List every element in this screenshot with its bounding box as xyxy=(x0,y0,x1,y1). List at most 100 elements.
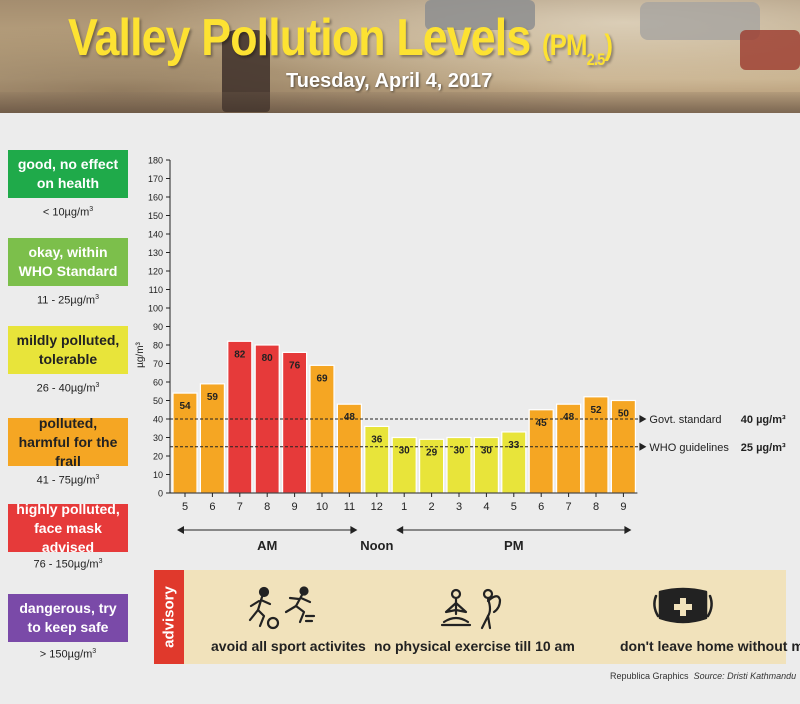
pm-arrow-left xyxy=(396,526,404,534)
bar-value-label: 30 xyxy=(481,446,493,457)
y-tick-label: 70 xyxy=(153,359,163,369)
y-tick-label: 120 xyxy=(148,267,163,277)
y-tick-label: 80 xyxy=(153,341,163,351)
legend-range-sup: 3 xyxy=(89,206,94,213)
title-main: Valley Pollution Levels xyxy=(68,9,531,67)
legend-label: dangerous, try to keep safe xyxy=(19,600,117,635)
x-tick-label: 4 xyxy=(483,501,489,513)
bar-value-label: 80 xyxy=(262,353,274,364)
bar-value-label: 33 xyxy=(508,440,520,451)
mask-icon xyxy=(653,587,713,624)
advisory-label: advisory xyxy=(160,586,178,648)
legend-range: > 150µg/m3 xyxy=(8,648,128,661)
bar-value-label: 30 xyxy=(453,446,465,457)
bar-value-label: 52 xyxy=(590,405,602,416)
legend-range: 76 - 150µg/m3 xyxy=(8,558,128,571)
exercise-icon xyxy=(440,588,502,630)
legend-range: 26 - 40µg/m3 xyxy=(8,382,128,395)
legend-range-text: < 10µg/m xyxy=(42,206,90,219)
legend-label: okay, within WHO Standard xyxy=(18,244,118,279)
y-tick-label: 0 xyxy=(158,489,163,499)
road-strip xyxy=(0,92,800,113)
reference-lines: Govt. standard 40 µg/m³ WHO guidelines 25 µ… xyxy=(170,414,786,454)
bars: 54 59 82 80 76 69 48 36 30 29 30 30 33 45 48 52 50 xyxy=(172,340,637,494)
bar xyxy=(282,351,308,494)
x-tick-label: 6 xyxy=(209,501,215,513)
legend-range-sup: 3 xyxy=(95,474,100,481)
advisory-sport-text: avoid all sport activites xyxy=(211,638,366,654)
bar-value-label: 69 xyxy=(316,373,328,384)
bar xyxy=(309,364,335,494)
x-tick-label: 1 xyxy=(401,501,407,513)
title-pm-subscript: 2.5 xyxy=(586,50,606,69)
x-tick-label: 10 xyxy=(316,501,328,513)
legend-box-high: highly polluted, face mask advised xyxy=(8,501,128,555)
legend-label: polluted, harmful for the frail xyxy=(18,414,118,469)
y-tick-label: 150 xyxy=(148,211,163,221)
bar-value-label: 50 xyxy=(618,409,630,420)
x-tick-label: 6 xyxy=(538,501,544,513)
reference-value-label: 40 µg/m³ xyxy=(741,414,786,426)
legend-range-sup: 3 xyxy=(95,294,99,301)
legend-range-text: 76 - 150µg/m xyxy=(33,558,99,571)
y-tick-label: 140 xyxy=(148,230,163,240)
bar-value-label: 82 xyxy=(234,349,246,360)
advisory-tab: advisory xyxy=(154,570,184,664)
legend-range: 11 - 25µg/m3 xyxy=(8,294,128,307)
y-tick-label: 20 xyxy=(153,452,163,462)
bar xyxy=(172,392,198,494)
x-tick-label: 9 xyxy=(292,501,298,513)
bar xyxy=(199,383,225,494)
legend-range-sup: 3 xyxy=(98,558,103,565)
y-tick-label: 100 xyxy=(148,304,163,314)
am-arrow-left xyxy=(177,526,184,534)
y-tick-label: 30 xyxy=(153,433,163,443)
period-pm-label: PM xyxy=(504,538,524,553)
y-tick-label: 160 xyxy=(148,193,163,203)
advisory-exercise-text: no physical exercise till 10 am xyxy=(374,638,575,654)
date-subtitle: Tuesday, April 4, 2017 xyxy=(286,70,493,92)
bar-value-label: 29 xyxy=(426,447,438,458)
y-tick-label: 40 xyxy=(153,415,163,425)
y-axis: 0 10 20 30 40 50 60 70 80 90 100 110 120 130 140 150 160… xyxy=(135,156,171,499)
legend-range-sup: 3 xyxy=(95,382,100,389)
advisory-mask-text: don't leave home without mask xyxy=(620,638,800,654)
y-tick-label: 60 xyxy=(153,378,163,388)
reference-arrow xyxy=(639,415,647,423)
x-axis: 5 6 7 8 9 10 11 12 1 2 3 4 5 6 7 8 9 xyxy=(170,492,638,513)
x-tick-label: 2 xyxy=(429,501,435,513)
period-am-label: AM xyxy=(257,538,277,553)
bar xyxy=(227,340,253,494)
y-tick-label: 10 xyxy=(153,470,163,480)
reference-arrow xyxy=(639,442,647,451)
reference-label: Govt. standard xyxy=(649,414,721,426)
legend-range: < 10µg/m3 xyxy=(8,206,128,219)
bar-value-label: 36 xyxy=(371,434,383,445)
bar-value-label: 30 xyxy=(399,446,411,457)
credit-source: Source: Dristi Kathmandu xyxy=(693,671,797,681)
legend-box-good: good, no effect on health xyxy=(8,150,128,198)
x-tick-label: 5 xyxy=(182,501,188,513)
legend-box-mild: mildly polluted, tolerable xyxy=(8,326,128,374)
car-silhouette xyxy=(425,0,535,30)
pm-arrow-right xyxy=(624,526,632,534)
y-tick-label: 90 xyxy=(153,322,163,332)
page-title: Valley Pollution Levels (PM2.5) xyxy=(68,8,613,70)
legend-range-sup: 3 xyxy=(92,648,97,655)
credit: Republica Graphics Source: Dristi Kathma… xyxy=(610,671,796,681)
y-tick-label: 180 xyxy=(148,156,163,166)
bar xyxy=(501,431,527,494)
legend-label: good, no effect on health xyxy=(17,156,119,191)
legend-box-polluted: polluted, harmful for the frail xyxy=(8,415,128,469)
advisory-panel: advisory avoid all sport activites xyxy=(154,570,800,664)
legend-range: 41 - 75µg/m3 xyxy=(8,474,128,487)
reference-label: WHO guidelines xyxy=(649,442,729,454)
title-pm-label: (PM xyxy=(541,29,588,62)
credit-publisher: Republica Graphics xyxy=(610,671,689,681)
bar xyxy=(419,438,445,494)
legend-box-dangerous: dangerous, try to keep safe xyxy=(8,594,128,642)
bar-value-label: 59 xyxy=(207,392,219,403)
legend-label: highly polluted, face mask advised xyxy=(16,500,120,555)
x-tick-label: 7 xyxy=(237,501,243,513)
title-pm-close: ) xyxy=(604,29,613,62)
